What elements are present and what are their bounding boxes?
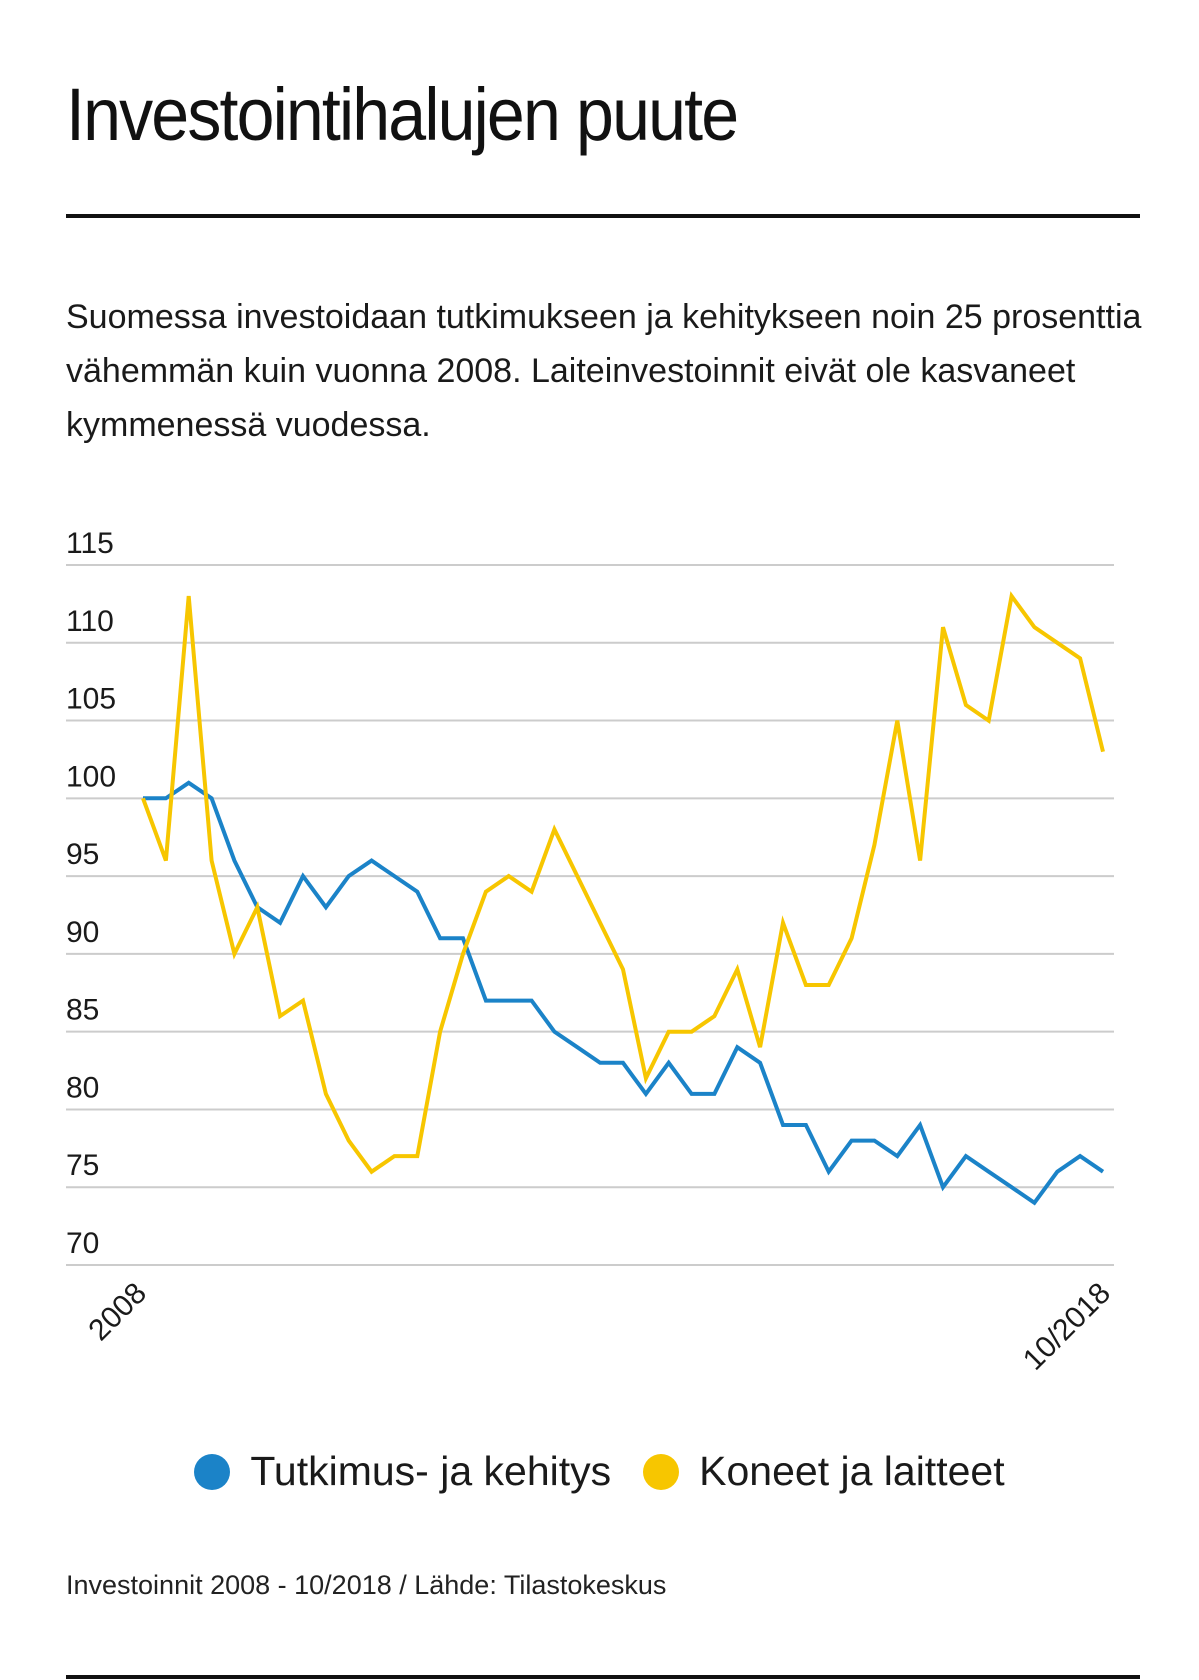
source-note: Investoinnit 2008 - 10/2018 / Lähde: Til… [66,1570,667,1600]
y-tick-label: 90 [66,916,99,949]
x-tick-label: 2008 [82,1277,153,1348]
chart-legend: Tutkimus- ja kehitys Koneet ja laitteet [0,1448,1199,1495]
legend-item-tutkimus: Tutkimus- ja kehitys [194,1448,611,1495]
y-tick-label: 75 [66,1149,99,1182]
legend-label: Tutkimus- ja kehitys [250,1448,612,1494]
y-tick-label: 70 [66,1227,99,1260]
page-title: Investointihalujen puute [66,73,739,156]
legend-item-koneet: Koneet ja laitteet [643,1448,1005,1495]
y-axis-ticks: 115 110 105 100 95 90 85 80 75 70 [66,527,116,1260]
x-axis-ticks: 2008 10/2018 [82,1277,1117,1377]
chart-subtitle: Suomessa investoidaan tutkimukseen ja ke… [66,298,1142,444]
series-lines [141,591,1105,1206]
legend-label: Koneet ja laitteet [699,1448,1005,1494]
y-tick-label: 100 [66,760,116,793]
y-tick-label: 110 [66,605,114,638]
y-tick-label: 105 [66,683,116,716]
line-chart: 115 110 105 100 95 90 85 80 75 70 2008 10/2018 [66,527,1117,1377]
legend-dot-yellow [643,1453,680,1490]
series-line-tutkimus [143,780,1105,1206]
y-tick-label: 80 [66,1071,99,1104]
grid-lines [66,564,1114,1266]
bottom-divider [66,1675,1140,1679]
x-tick-label: 10/2018 [1017,1277,1117,1377]
y-tick-label: 95 [66,838,99,871]
y-tick-label: 115 [66,527,114,560]
title-divider [66,214,1140,218]
legend-dot-blue [194,1453,231,1490]
y-tick-label: 85 [66,994,99,1027]
series-line-koneet [141,591,1105,1175]
